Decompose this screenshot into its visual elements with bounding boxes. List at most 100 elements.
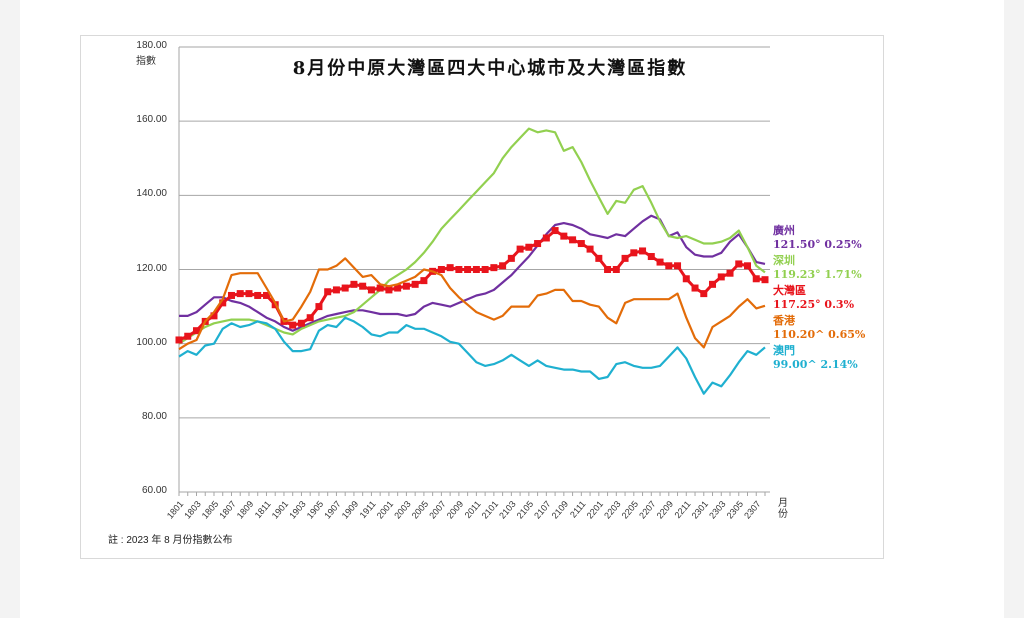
- data-point: [612, 266, 620, 273]
- series-line-4: [178, 316, 766, 395]
- y-tick-label: 80.00: [141, 410, 167, 422]
- data-point: [691, 284, 699, 292]
- data-point: [350, 280, 358, 288]
- x-tick-label: 2001: [375, 499, 396, 521]
- data-point: [717, 273, 725, 281]
- x-tick-label: 1901: [270, 499, 291, 521]
- series-value-label: 99.00^ 2.14%: [773, 358, 858, 371]
- data-point: [516, 245, 524, 253]
- data-point: [499, 262, 507, 270]
- data-point: [227, 291, 235, 299]
- y-tick-label: 140.00: [136, 188, 167, 200]
- data-point: [726, 269, 734, 277]
- x-tick-label: 2103: [497, 499, 518, 521]
- data-point: [621, 254, 629, 262]
- data-point: [332, 286, 340, 294]
- x-tick-label: 2111: [568, 499, 588, 520]
- data-point: [394, 284, 402, 292]
- data-point: [455, 266, 463, 273]
- x-tick-label: 2203: [602, 499, 623, 521]
- data-point: [254, 291, 262, 299]
- data-point: [376, 284, 384, 292]
- data-point: [577, 240, 585, 248]
- data-point: [630, 249, 638, 257]
- data-point: [761, 276, 769, 284]
- x-tick-label: 1911: [358, 499, 378, 520]
- x-tick-label: 2009: [445, 499, 466, 521]
- data-point: [490, 264, 498, 272]
- data-point: [341, 284, 349, 292]
- data-point: [236, 290, 244, 298]
- data-point: [604, 266, 612, 273]
- y-tick-label: 120.00: [136, 262, 167, 274]
- x-tick-label: 2303: [707, 499, 728, 521]
- data-point: [464, 266, 472, 273]
- y-tick-label: 100.00: [136, 336, 167, 348]
- x-tick-label: 2105: [515, 499, 536, 521]
- x-tick-label: 1909: [340, 499, 361, 521]
- data-point: [534, 240, 542, 248]
- series-line-1: [178, 127, 766, 345]
- footnote: 註 : 2023 年 8 月份指數公布: [108, 535, 233, 546]
- data-point: [551, 227, 559, 235]
- x-tick-label: 2207: [637, 499, 658, 521]
- data-point: [359, 282, 367, 290]
- x-tick-label: 2305: [725, 499, 746, 521]
- data-point: [472, 266, 480, 273]
- data-point: [525, 243, 533, 251]
- data-point: [262, 291, 270, 299]
- left-margin: [0, 0, 20, 618]
- series-name-label: 廣州: [773, 224, 795, 237]
- data-point: [324, 288, 332, 296]
- series-line-3: [178, 257, 766, 351]
- data-point: [647, 253, 655, 261]
- series-name-label: 大灣區: [773, 284, 806, 297]
- data-point: [192, 327, 200, 335]
- data-point: [402, 282, 410, 290]
- x-tick-label: 2209: [655, 499, 676, 521]
- data-point: [385, 286, 393, 294]
- x-tick-label: 1903: [287, 499, 308, 521]
- y-tick-label: 160.00: [136, 114, 167, 126]
- data-point: [184, 332, 192, 340]
- data-point: [175, 336, 183, 344]
- data-point: [569, 236, 577, 244]
- x-tick-label: 1805: [200, 499, 221, 521]
- x-tick-label: 2007: [427, 499, 448, 521]
- data-point: [411, 280, 419, 288]
- x-tick-label: 2211: [673, 499, 693, 520]
- x-tick-label: 2003: [392, 499, 413, 521]
- data-point: [297, 319, 305, 327]
- series-value-label: 121.50° 0.25%: [773, 238, 862, 251]
- data-point: [315, 303, 323, 311]
- x-tick-label: 1907: [322, 499, 343, 521]
- series-value-label: 117.25° 0.3%: [773, 298, 855, 311]
- data-point: [542, 234, 550, 242]
- x-tick-label: 2301: [690, 499, 711, 521]
- data-point: [367, 286, 375, 294]
- x-tick-label: 2101: [480, 499, 501, 521]
- x-tick-label: 2107: [532, 499, 553, 521]
- data-point: [420, 277, 428, 285]
- y-tick-label: 180.00: [136, 40, 167, 51]
- data-point: [639, 247, 647, 255]
- data-point: [586, 245, 594, 253]
- data-point: [665, 262, 673, 270]
- series-name-label: 香港: [773, 314, 795, 327]
- data-point: [595, 254, 603, 262]
- data-point: [674, 262, 682, 270]
- data-point: [210, 312, 218, 320]
- data-point: [700, 290, 708, 298]
- x-tick-label: 1811: [253, 499, 273, 520]
- x-tick-label: 2011: [463, 499, 483, 520]
- x-tick-label: 2201: [585, 499, 606, 521]
- x-tick-label: 1807: [217, 499, 238, 521]
- data-point: [245, 290, 253, 298]
- y-tick-label: 60.00: [141, 485, 167, 496]
- x-tick-label: 2307: [742, 499, 763, 521]
- x-tick-label: 1905: [305, 499, 326, 521]
- data-point: [735, 260, 743, 268]
- series-name-label: 澳門: [773, 344, 795, 357]
- series-line-0: [179, 214, 766, 332]
